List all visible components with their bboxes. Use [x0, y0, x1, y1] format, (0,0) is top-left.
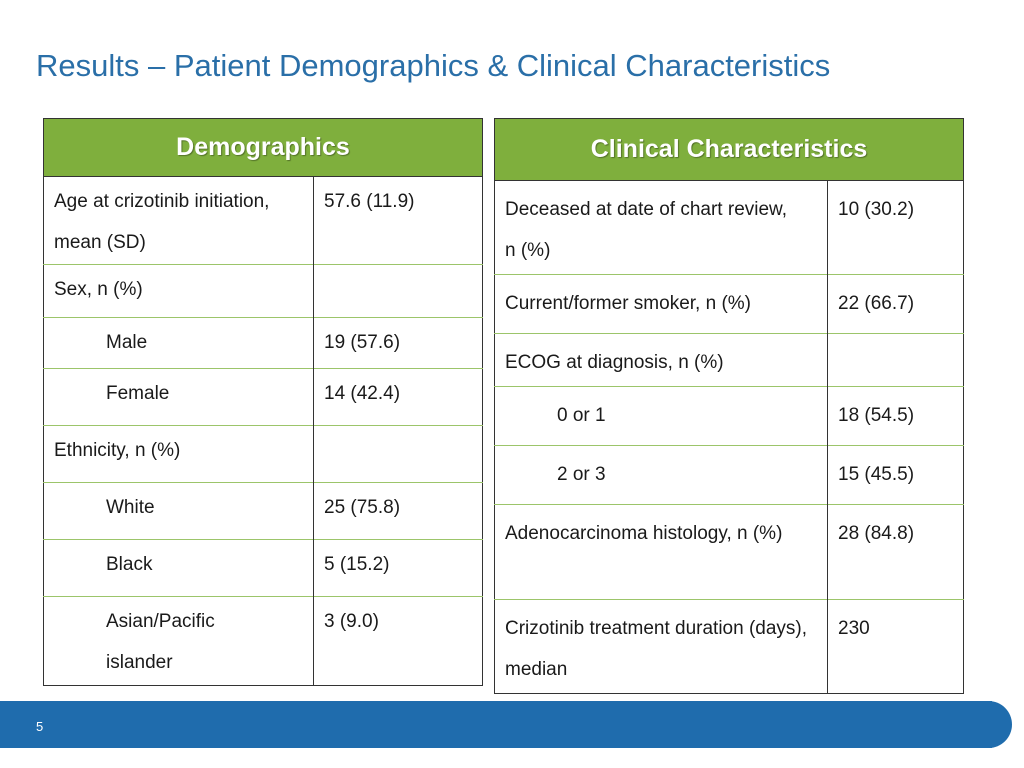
- table-row: White 25 (75.8): [43, 482, 483, 540]
- table-row: ECOG at diagnosis, n (%): [494, 333, 964, 387]
- slide-title: Results – Patient Demographics & Clinica…: [36, 48, 831, 83]
- table-row: Black 5 (15.2): [43, 539, 483, 597]
- table-row: 0 or 1 18 (54.5): [494, 386, 964, 446]
- row-label: Age at crizotinib initiation, mean (SD): [43, 176, 314, 265]
- table-row: 2 or 3 15 (45.5): [494, 445, 964, 505]
- row-value: 230: [827, 599, 964, 694]
- table-row: Current/former smoker, n (%) 22 (66.7): [494, 274, 964, 334]
- row-value: 18 (54.5): [827, 386, 964, 446]
- table-row: Male 19 (57.6): [43, 317, 483, 369]
- row-label: Male: [43, 317, 314, 369]
- row-label: 2 or 3: [494, 445, 828, 505]
- demographics-table: Demographics Age at crizotinib initiatio…: [43, 118, 483, 686]
- row-label: Deceased at date of chart review, n (%): [494, 180, 828, 275]
- row-value: 14 (42.4): [313, 368, 483, 426]
- row-value: [313, 264, 483, 318]
- row-value: 25 (75.8): [313, 482, 483, 540]
- row-label: White: [43, 482, 314, 540]
- page-number: 5: [36, 719, 44, 734]
- row-label: Asian/Pacific islander: [43, 596, 314, 686]
- table-row: Ethnicity, n (%): [43, 425, 483, 483]
- clinical-characteristics-table: Clinical Characteristics Deceased at dat…: [494, 118, 964, 694]
- table-row: Adenocarcinoma histology, n (%) 28 (84.8…: [494, 504, 964, 600]
- row-value: 15 (45.5): [827, 445, 964, 505]
- footer-bar-cap: [972, 701, 1012, 748]
- row-label: ECOG at diagnosis, n (%): [494, 333, 828, 387]
- row-label: Black: [43, 539, 314, 597]
- row-value: 28 (84.8): [827, 504, 964, 600]
- table-row: Sex, n (%): [43, 264, 483, 318]
- row-label: Female: [43, 368, 314, 426]
- table-row: Age at crizotinib initiation, mean (SD) …: [43, 176, 483, 265]
- row-value: 57.6 (11.9): [313, 176, 483, 265]
- row-label: Sex, n (%): [43, 264, 314, 318]
- row-label: 0 or 1: [494, 386, 828, 446]
- row-value: 3 (9.0): [313, 596, 483, 686]
- row-value: 19 (57.6): [313, 317, 483, 369]
- table-row: Crizotinib treatment duration (days), me…: [494, 599, 964, 694]
- row-label: Adenocarcinoma histology, n (%): [494, 504, 828, 600]
- row-value: 5 (15.2): [313, 539, 483, 597]
- table-row: Asian/Pacific islander 3 (9.0): [43, 596, 483, 686]
- row-label: Current/former smoker, n (%): [494, 274, 828, 334]
- row-value: 10 (30.2): [827, 180, 964, 275]
- clinical-characteristics-header: Clinical Characteristics: [494, 118, 964, 181]
- row-value: [313, 425, 483, 483]
- footer-bar: [0, 701, 992, 748]
- row-label: Ethnicity, n (%): [43, 425, 314, 483]
- demographics-header: Demographics: [43, 118, 483, 177]
- row-value: [827, 333, 964, 387]
- table-row: Deceased at date of chart review, n (%) …: [494, 180, 964, 275]
- row-value: 22 (66.7): [827, 274, 964, 334]
- row-label: Crizotinib treatment duration (days), me…: [494, 599, 828, 694]
- table-row: Female 14 (42.4): [43, 368, 483, 426]
